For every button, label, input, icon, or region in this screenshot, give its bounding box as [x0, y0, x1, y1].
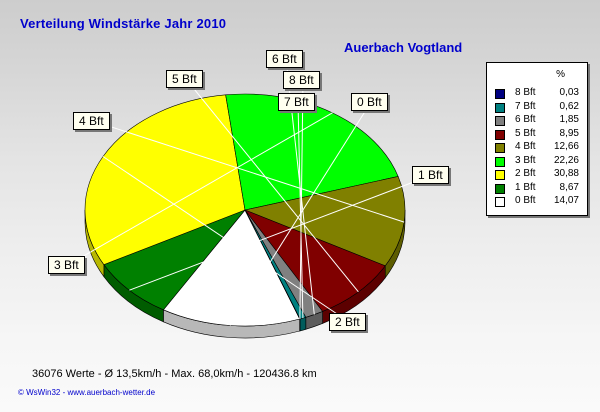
legend-value: 14,07 — [553, 195, 579, 206]
legend-value: 8,95 — [559, 127, 579, 139]
legend-label: 3 Bft — [515, 154, 536, 166]
legend-value: 30,88 — [553, 168, 579, 179]
legend-entry: 8 Bft 0,03 — [495, 87, 583, 99]
legend-value: 22,26 — [553, 154, 579, 166]
leader-line — [129, 174, 433, 291]
legend-swatch — [495, 183, 505, 194]
legend-value: 0,62 — [559, 100, 579, 112]
slice-label: 4 Bft — [73, 112, 110, 130]
leader-line — [297, 101, 304, 319]
legend-label: 2 Bft — [515, 168, 536, 179]
slice-label: 3 Bft — [48, 256, 85, 274]
legend-label: 6 Bft — [515, 114, 536, 125]
slice-label: 6 Bft — [266, 50, 303, 68]
slice-label: 2 Bft — [329, 313, 366, 331]
legend-swatch — [495, 116, 505, 126]
statistics-footer: 36076 Werte - Ø 13,5km/h - Max. 68,0km/h… — [32, 368, 317, 380]
legend-label: 4 Bft — [515, 141, 536, 152]
legend-label: 1 Bft — [515, 181, 536, 193]
leader-line — [92, 120, 405, 223]
legend-value: 8,67 — [559, 181, 579, 193]
legend-swatch — [495, 197, 505, 207]
chart-title: Verteilung Windstärke Jahr 2010 — [20, 16, 227, 31]
legend-entry: 2 Bft 30,88 — [495, 168, 583, 180]
legend-entry: 1 Bft 8,67 — [495, 182, 583, 194]
legend-swatch — [495, 170, 505, 180]
legend-swatch — [495, 143, 505, 153]
legend-swatch — [495, 156, 505, 167]
station-name: Auerbach Vogtland — [344, 40, 463, 55]
legend-entry: 5 Bft 8,95 — [495, 128, 583, 140]
legend: % 8 Bft 0,03 7 Bft 0,62 6 Bft 1,85 5 Bft 8,95 4 … — [486, 62, 588, 216]
legend-swatch — [495, 102, 505, 113]
pie-slice-2-bft — [84, 94, 246, 266]
leader-line — [185, 78, 359, 293]
pie-side-7-bft — [299, 316, 307, 332]
legend-label: 0 Bft — [515, 195, 536, 206]
leader-line — [67, 112, 333, 266]
slice-label: 7 Bft — [278, 93, 315, 111]
slice-label: 1 Bft — [412, 166, 449, 184]
slice-label: 5 Bft — [166, 70, 203, 88]
slice-label: 0 Bft — [351, 93, 388, 111]
legend-label: 8 Bft — [515, 87, 536, 98]
legend-entry: 4 Bft 12,66 — [495, 141, 583, 153]
legend-label: 7 Bft — [515, 100, 536, 112]
legend-header: % — [556, 69, 565, 80]
legend-swatch — [495, 129, 505, 140]
legend-label: 5 Bft — [515, 127, 536, 139]
legend-entry: 7 Bft 0,62 — [495, 101, 583, 113]
leader-line — [102, 156, 350, 323]
legend-swatch — [495, 89, 505, 99]
leader-line — [299, 79, 304, 319]
legend-entry: 3 Bft 22,26 — [495, 155, 583, 167]
slice-label: 8 Bft — [283, 71, 320, 89]
legend-value: 12,66 — [553, 141, 579, 152]
credit-line: © WsWin32 - www.auerbach-wetter.de — [18, 388, 156, 397]
legend-entry: 0 Bft 14,07 — [495, 195, 583, 207]
legend-entry: 6 Bft 1,85 — [495, 114, 583, 126]
legend-value: 0,03 — [559, 87, 579, 98]
legend-value: 1,85 — [559, 114, 579, 125]
